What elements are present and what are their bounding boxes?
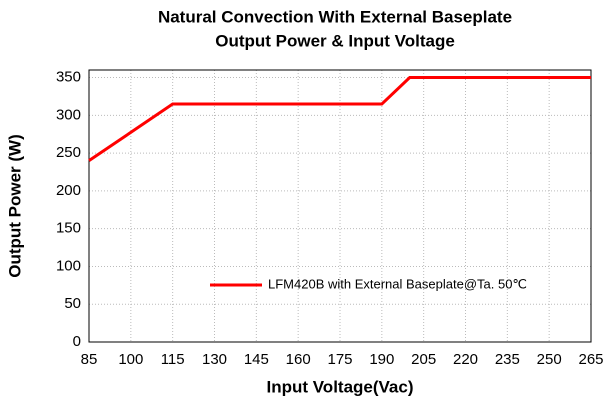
x-tick-label: 250 — [537, 351, 562, 368]
series-line — [88, 76, 591, 162]
chart-subtitle: Output Power & Input Voltage — [215, 31, 455, 50]
x-tick-label: 100 — [118, 351, 143, 368]
y-tick-label: 350 — [56, 69, 81, 86]
x-tick-label: 190 — [369, 351, 394, 368]
x-tick-label: 160 — [286, 351, 311, 368]
x-tick-label: 115 — [161, 351, 185, 368]
x-tick-label: 145 — [244, 351, 269, 368]
y-tick-label: 50 — [64, 295, 81, 312]
x-tick-label: 85 — [81, 351, 98, 368]
x-tick-label: 235 — [495, 351, 520, 368]
x-tick-label: 220 — [453, 351, 478, 368]
y-tick-label: 300 — [56, 106, 81, 123]
y-axis-title: Output Power (W) — [5, 134, 24, 278]
y-tick-label: 100 — [56, 257, 81, 274]
y-tick-label: 250 — [56, 144, 81, 161]
x-tick-label: 205 — [411, 351, 436, 368]
x-tick-label: 130 — [202, 351, 227, 368]
legend-label: LFM420B with External Baseplate@Ta. 50℃ — [268, 276, 527, 291]
x-tick-label: 265 — [578, 351, 603, 368]
chart-title: Natural Convection With External Basepla… — [158, 7, 512, 26]
plot-frame — [88, 69, 592, 343]
y-tick-label: 200 — [56, 182, 81, 199]
x-tick-label: 175 — [327, 351, 352, 368]
y-tick-label: 150 — [56, 220, 81, 237]
x-axis-title: Input Voltage(Vac) — [266, 377, 413, 396]
y-tick-label: 0 — [73, 333, 81, 350]
